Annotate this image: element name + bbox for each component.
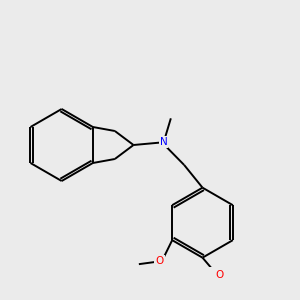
Text: N: N — [160, 137, 167, 147]
Text: O: O — [155, 256, 164, 266]
Text: O: O — [215, 270, 223, 280]
